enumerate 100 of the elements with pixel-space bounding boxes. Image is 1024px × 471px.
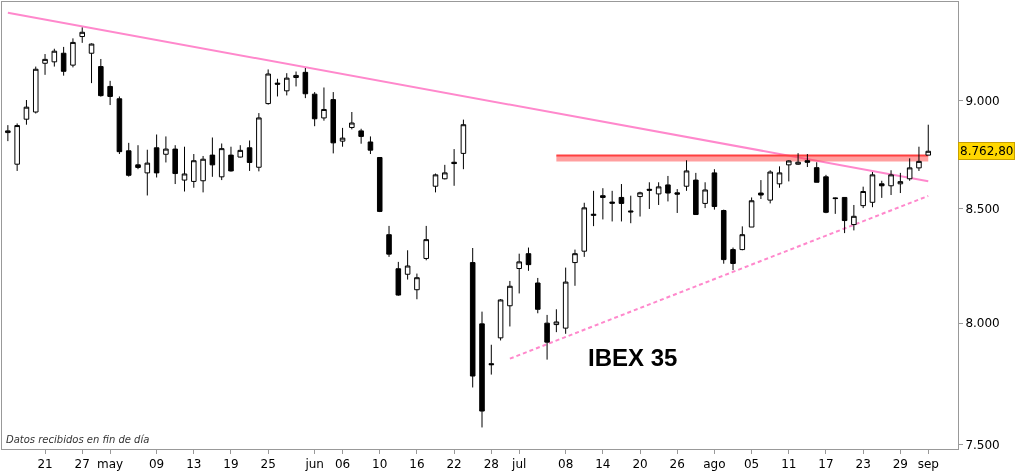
candlestick (841, 196, 848, 234)
candlestick (153, 134, 160, 178)
candlestick (553, 308, 560, 333)
x-tick-label: 20 (632, 457, 648, 471)
x-tick-label: 16 (409, 457, 425, 471)
candlestick (135, 144, 141, 170)
candlestick (163, 135, 169, 163)
candlestick (60, 46, 67, 77)
candlestick (423, 225, 429, 261)
candlestick (209, 137, 216, 178)
candlestick (674, 188, 681, 214)
candlestick (172, 144, 178, 185)
x-tick-label: 27 (74, 457, 90, 471)
candlestick (693, 172, 699, 216)
candlestick (349, 111, 355, 130)
candlestick (5, 124, 11, 142)
candlestick (572, 249, 578, 287)
candlestick (730, 247, 736, 271)
candlestick (256, 112, 262, 172)
candlestick (748, 196, 755, 228)
annotation: Datos recibidos en fin de día (6, 434, 150, 445)
x-tick-label: 09 (148, 457, 165, 471)
candlestick (702, 181, 708, 209)
candlestick (246, 139, 253, 172)
candlestick (507, 280, 513, 327)
candlestick (79, 26, 86, 44)
candlestick (376, 156, 383, 213)
annotation: IBEX 35 (588, 344, 678, 371)
candlestick (618, 183, 625, 222)
candlestick (386, 225, 392, 258)
x-tick-label: may (97, 457, 124, 471)
candlestick (191, 153, 197, 189)
candlestick (367, 135, 374, 155)
candlestick (683, 159, 690, 192)
candlestick (925, 124, 932, 156)
candlestick (311, 91, 318, 127)
candlestick (795, 152, 801, 166)
candlestick (860, 186, 866, 209)
x-tick-label: 21 (37, 457, 53, 471)
candlestick (758, 179, 764, 200)
candlestick (916, 146, 922, 172)
x-tick-label: 06 (334, 457, 351, 471)
x-tick-label: 28 (483, 457, 499, 471)
candlestick (906, 157, 913, 182)
candlestick (321, 86, 327, 122)
candlestick (600, 187, 606, 220)
candlestick (637, 191, 643, 218)
candlestick (720, 209, 727, 265)
candlestick (646, 181, 653, 210)
x-tick-label: 08 (558, 457, 574, 471)
candlestick (293, 71, 299, 87)
candlestick (665, 175, 671, 202)
text: 8.762,80 (960, 144, 1014, 158)
x-tick-label: 10 (372, 457, 388, 471)
candlestick (627, 195, 634, 224)
candlestick (181, 146, 188, 192)
candlestick (776, 165, 783, 189)
x-tick-label: 19 (223, 457, 239, 471)
candlestick (590, 190, 597, 227)
candlestick (497, 298, 504, 341)
candlestick (469, 247, 476, 388)
candlestick (739, 225, 746, 251)
candlestick (655, 181, 662, 206)
candlestick (851, 204, 857, 231)
candlestick (609, 190, 615, 222)
candlestick (228, 146, 234, 173)
candlestick (432, 173, 439, 193)
candlestick (888, 169, 894, 196)
x-tick-label: 11 (781, 457, 797, 471)
candlestick (88, 42, 95, 84)
x-tick-label: 22 (446, 457, 462, 471)
candlestick (395, 261, 402, 297)
y-tick-label: 9.000 (965, 94, 1000, 109)
x-tick-label: 23 (855, 457, 871, 471)
y-tick-label: 8.000 (965, 316, 1000, 331)
candlestick (869, 171, 876, 208)
candlestick (404, 249, 411, 281)
x-tick-label: 29 (892, 457, 908, 471)
candlestick (302, 67, 309, 99)
candlestick (358, 128, 364, 145)
candlestick (200, 155, 206, 193)
candlestick (813, 161, 820, 183)
candlestick (218, 142, 225, 181)
candlestick (283, 72, 290, 96)
candlestick (107, 80, 113, 106)
candlestick (562, 267, 569, 335)
x-tick-label: 26 (669, 457, 685, 471)
candlestick (516, 253, 522, 294)
candlestick (711, 168, 718, 211)
y-tick-label: 8.500 (965, 201, 1000, 216)
candlestick (14, 122, 20, 172)
x-tick-label: 14 (595, 457, 611, 471)
x-tick-label: sep (917, 457, 939, 471)
candlestick (98, 58, 104, 98)
x-tick-label: jun (304, 457, 324, 471)
candlestick (878, 180, 885, 199)
candlestick (804, 153, 811, 168)
candlestick (274, 78, 281, 97)
candlestick (32, 66, 39, 114)
candlestick (442, 164, 448, 180)
